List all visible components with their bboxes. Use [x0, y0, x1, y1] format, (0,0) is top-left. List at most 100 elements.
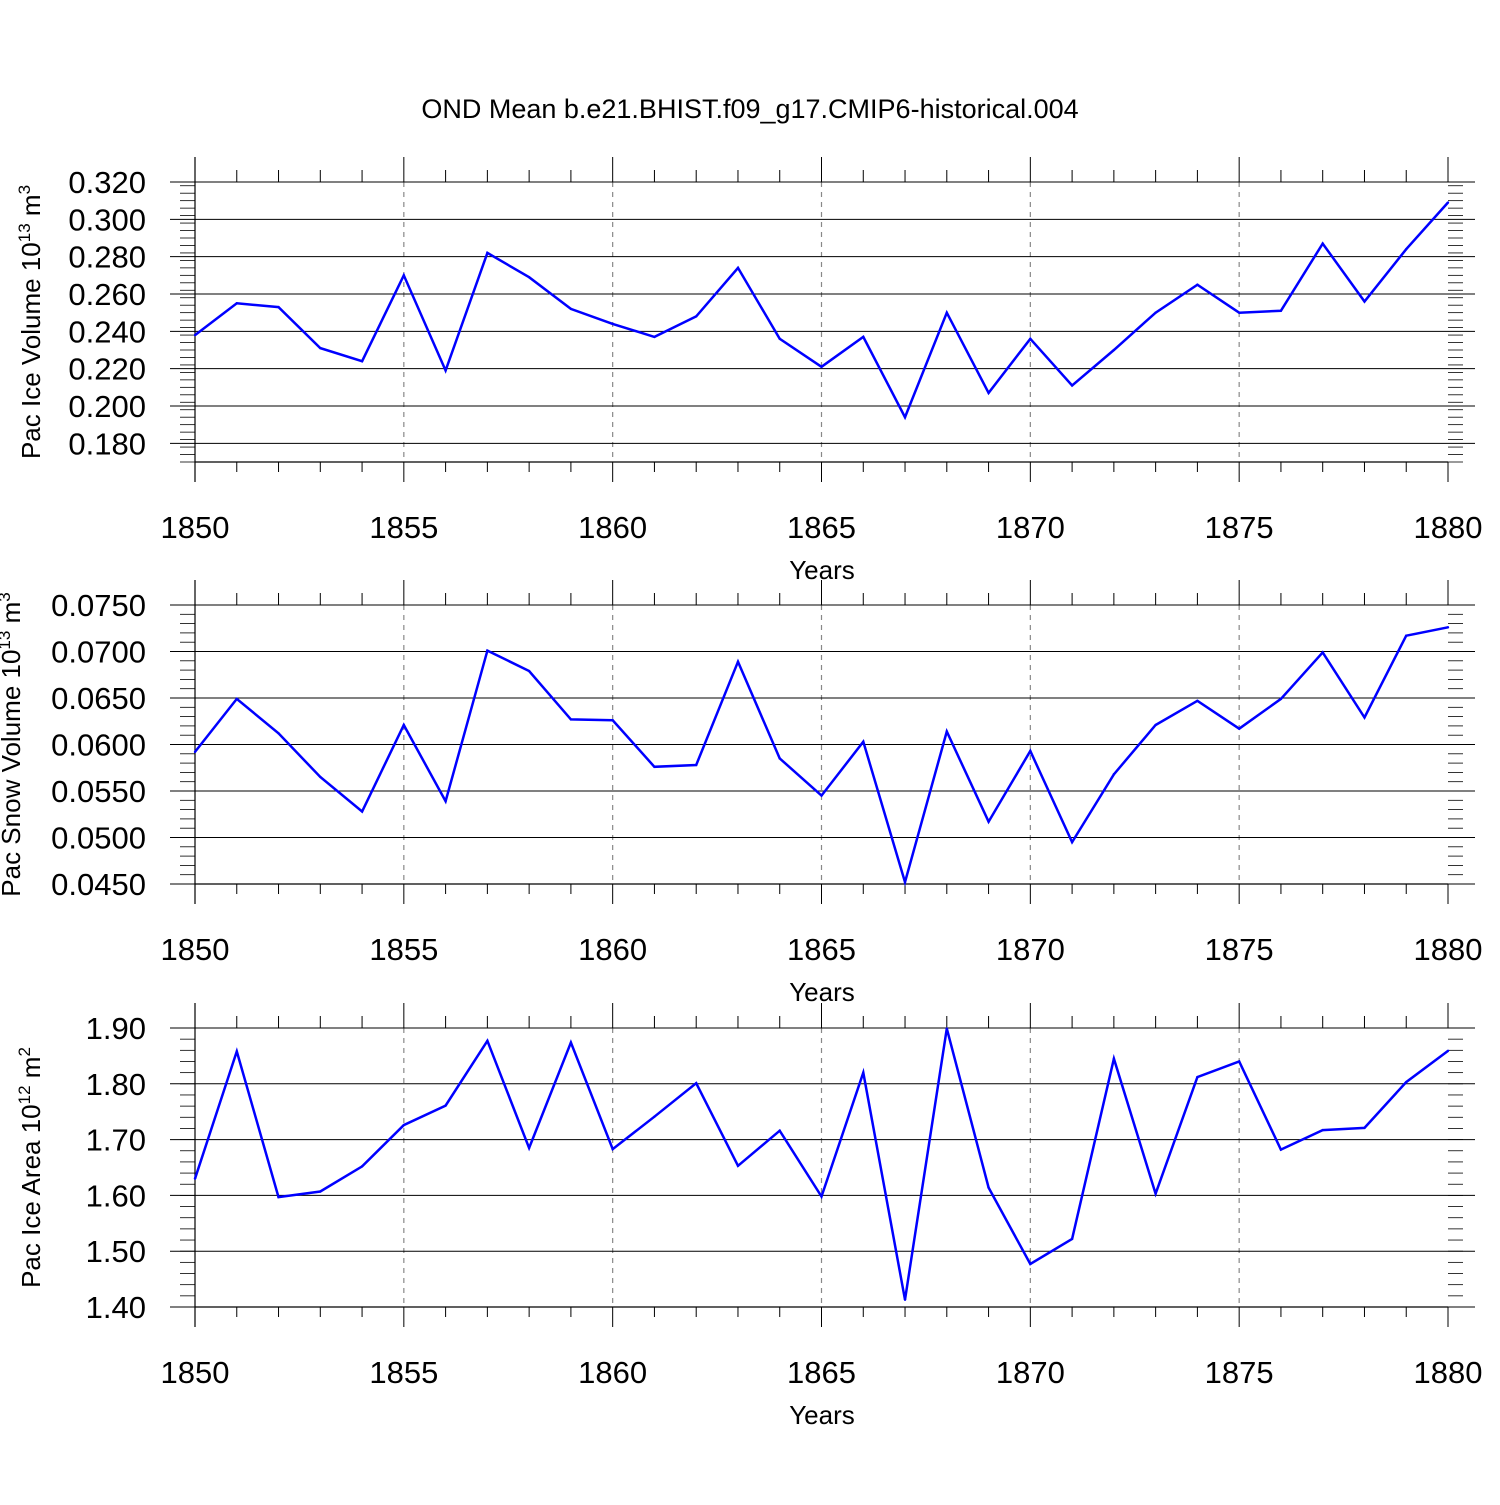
data-point	[319, 775, 322, 779]
y-tick-label: 0.0700	[51, 635, 146, 670]
x-tick-label: 1860	[578, 932, 647, 967]
data-point	[277, 305, 280, 309]
y-tick-label: 1.80	[86, 1067, 146, 1102]
data-point	[945, 1027, 948, 1030]
x-tick-label: 1865	[787, 1355, 856, 1390]
data-point	[945, 730, 948, 733]
data-point	[1446, 1049, 1450, 1053]
data-point	[1321, 242, 1324, 245]
data-point	[820, 1195, 823, 1198]
data-point	[1154, 1192, 1157, 1195]
x-tick-label: 1880	[1414, 510, 1483, 545]
x-tick-label: 1875	[1205, 510, 1274, 545]
panel-3: 1.40 1.50 1.60 1.70 1.80 1.90 1850 1855 1860 1865…	[15, 1003, 1482, 1430]
data-point	[611, 1147, 614, 1151]
data-point	[695, 1082, 698, 1085]
data-point	[319, 1190, 322, 1193]
data-point	[527, 276, 531, 279]
data-point	[903, 880, 907, 884]
data-point	[486, 649, 489, 652]
data-point	[862, 1071, 865, 1074]
data-point	[569, 1041, 573, 1044]
y-tick-label: 0.320	[68, 165, 146, 200]
data-point	[1363, 300, 1366, 303]
x-axis-title: Years	[789, 1400, 855, 1430]
x-tick-label: 1870	[996, 1355, 1065, 1390]
data-point	[1405, 248, 1408, 251]
data-point	[1321, 651, 1324, 654]
data-point	[1112, 773, 1116, 776]
data-point	[695, 315, 698, 318]
data-point	[862, 740, 865, 743]
data-point	[1154, 723, 1157, 727]
data-point	[778, 1129, 781, 1132]
x-tick-label: 1865	[787, 932, 856, 967]
data-point	[402, 274, 406, 277]
panel-2: 0.0450 0.0500 0.0550 0.0600 0.0650 0.0700 0.07…	[0, 580, 1482, 1007]
data-point	[653, 765, 656, 769]
x-axis-title: Years	[789, 977, 855, 1007]
data-point	[611, 322, 614, 326]
data-point	[820, 794, 823, 797]
y-tick-label: 0.0750	[51, 588, 146, 623]
y-tick-label: 1.60	[86, 1178, 146, 1213]
data-point	[1321, 1128, 1324, 1132]
data-point	[1237, 727, 1241, 730]
y-tick-label: 0.0450	[51, 867, 146, 902]
data-point	[235, 697, 238, 701]
data-point	[1112, 1057, 1116, 1060]
y-tick-label: 0.220	[68, 352, 146, 387]
data-point	[820, 365, 823, 368]
data-point	[360, 810, 364, 813]
data-point	[1196, 283, 1199, 286]
data-point	[193, 750, 197, 754]
data-point	[444, 1104, 447, 1107]
y-axis-title: Pac Snow Volume 1013 m3	[0, 592, 26, 896]
data-point	[653, 335, 656, 339]
data-point	[569, 718, 573, 721]
y-tick-label: 1.50	[86, 1234, 146, 1269]
data-point	[277, 1195, 280, 1199]
y-tick-label: 0.280	[68, 240, 146, 275]
data-point	[736, 1164, 740, 1168]
data-point	[778, 337, 781, 340]
y-tick-label: 0.0650	[51, 681, 146, 716]
y-tick-label: 0.300	[68, 202, 146, 237]
data-point	[1196, 699, 1199, 702]
data-point	[653, 1115, 656, 1118]
data-point	[862, 335, 865, 339]
data-point	[1405, 1080, 1408, 1084]
data-point	[1070, 384, 1074, 387]
data-point	[360, 1165, 364, 1168]
y-tick-label: 0.240	[68, 314, 146, 349]
x-tick-label: 1860	[578, 510, 647, 545]
y-tick-label: 0.200	[68, 389, 146, 424]
data-point	[611, 719, 614, 722]
data-point	[569, 307, 573, 311]
y-tick-label: 0.0600	[51, 728, 146, 763]
y-tick-label: 0.0500	[51, 821, 146, 856]
x-tick-label: 1855	[369, 932, 438, 967]
y-tick-label: 1.90	[86, 1011, 146, 1046]
data-point	[736, 660, 740, 663]
x-tick-label: 1855	[369, 510, 438, 545]
data-point	[319, 346, 322, 350]
y-tick-label: 0.0550	[51, 774, 146, 809]
y-tick-label: 1.40	[86, 1290, 146, 1325]
x-tick-label: 1865	[787, 510, 856, 545]
data-point	[903, 416, 907, 419]
data-point	[1154, 311, 1157, 314]
y-tick-label: 0.180	[68, 426, 146, 461]
chart-title: OND Mean b.e21.BHIST.f09_g17.CMIP6-histo…	[421, 94, 1078, 124]
data-point	[987, 391, 990, 395]
data-point	[444, 369, 447, 372]
data-point	[1279, 697, 1283, 701]
x-tick-label: 1880	[1414, 932, 1483, 967]
data-point	[1112, 348, 1116, 352]
y-axis-title: Pac Ice Area 1012 m2	[15, 1047, 46, 1288]
data-point	[486, 251, 489, 255]
data-point	[1029, 1262, 1032, 1266]
data-point	[1363, 716, 1366, 719]
